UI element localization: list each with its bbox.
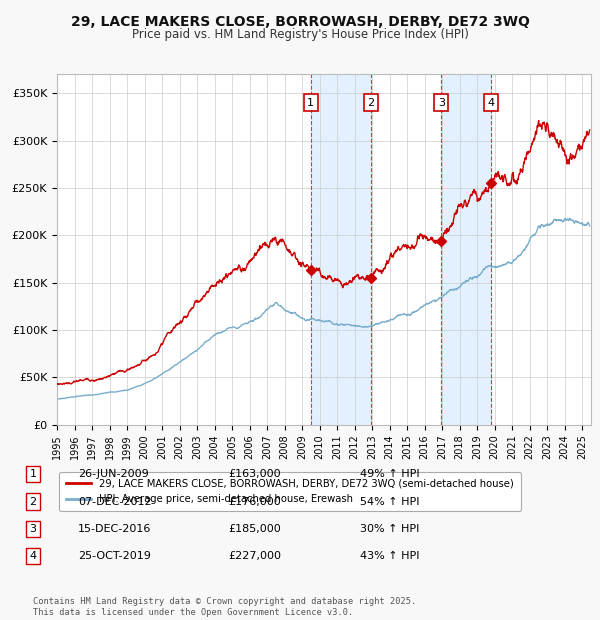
Text: £227,000: £227,000 bbox=[228, 551, 281, 561]
Text: £176,000: £176,000 bbox=[228, 497, 281, 507]
Text: 3: 3 bbox=[438, 98, 445, 108]
Text: £163,000: £163,000 bbox=[228, 469, 281, 479]
Text: 1: 1 bbox=[307, 98, 314, 108]
Text: Contains HM Land Registry data © Crown copyright and database right 2025.
This d: Contains HM Land Registry data © Crown c… bbox=[33, 598, 416, 617]
Bar bbox=[442, 74, 491, 425]
Text: 15-DEC-2016: 15-DEC-2016 bbox=[78, 524, 151, 534]
Text: 54% ↑ HPI: 54% ↑ HPI bbox=[360, 497, 419, 507]
Text: 29, LACE MAKERS CLOSE, BORROWASH, DERBY, DE72 3WQ: 29, LACE MAKERS CLOSE, BORROWASH, DERBY,… bbox=[71, 15, 529, 29]
Text: 25-OCT-2019: 25-OCT-2019 bbox=[78, 551, 151, 561]
Text: Price paid vs. HM Land Registry's House Price Index (HPI): Price paid vs. HM Land Registry's House … bbox=[131, 28, 469, 40]
Text: 49% ↑ HPI: 49% ↑ HPI bbox=[360, 469, 419, 479]
Legend: 29, LACE MAKERS CLOSE, BORROWASH, DERBY, DE72 3WQ (semi-detached house), HPI: Av: 29, LACE MAKERS CLOSE, BORROWASH, DERBY,… bbox=[59, 472, 521, 511]
Text: 2: 2 bbox=[367, 98, 374, 108]
Text: 4: 4 bbox=[29, 551, 37, 561]
Bar bbox=[311, 74, 371, 425]
Text: 43% ↑ HPI: 43% ↑ HPI bbox=[360, 551, 419, 561]
Text: £185,000: £185,000 bbox=[228, 524, 281, 534]
Text: 1: 1 bbox=[29, 469, 37, 479]
Text: 30% ↑ HPI: 30% ↑ HPI bbox=[360, 524, 419, 534]
Text: 07-DEC-2012: 07-DEC-2012 bbox=[78, 497, 152, 507]
Text: 26-JUN-2009: 26-JUN-2009 bbox=[78, 469, 149, 479]
Text: 3: 3 bbox=[29, 524, 37, 534]
Text: 4: 4 bbox=[488, 98, 495, 108]
Text: 2: 2 bbox=[29, 497, 37, 507]
